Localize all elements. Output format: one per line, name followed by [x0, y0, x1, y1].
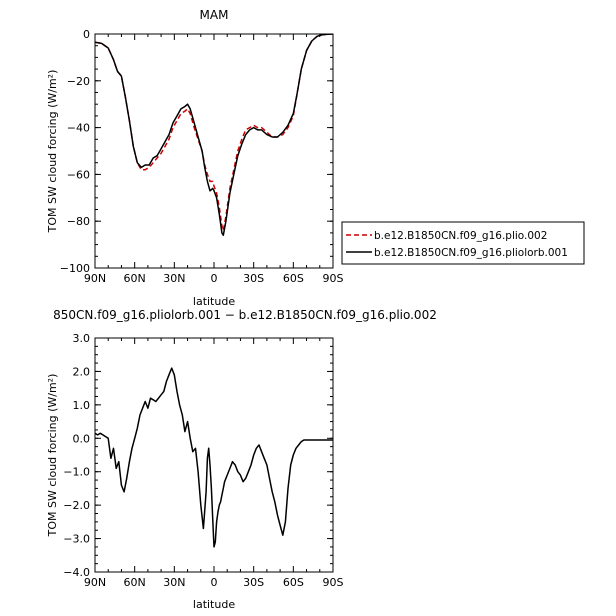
x-tick-label: 30N [163, 272, 185, 285]
y-tick-label: −20 [67, 75, 90, 88]
x-tick-label: 0 [211, 272, 218, 285]
x-axis-title: latitude [193, 598, 235, 611]
x-tick-label: 60N [124, 272, 146, 285]
y-tick-label: 0.0 [73, 432, 91, 445]
x-tick-label: 90S [323, 576, 344, 589]
x-tick-label: 30S [243, 272, 264, 285]
y-tick-label: −4.0 [63, 566, 90, 579]
x-tick-label: 90N [84, 576, 106, 589]
chart-title: MAM [200, 8, 229, 22]
x-tick-label: 90S [323, 272, 344, 285]
bottom-panel-difference: 850CN.f09_g16.pliolorb.001 − b.e12.B1850… [46, 308, 437, 611]
x-tick-label: 60S [283, 576, 304, 589]
legend: b.e12.B1850CN.f09_g16.plio.002 b.e12.B185… [341, 221, 585, 265]
x-tick-label: 60N [124, 576, 146, 589]
y-tick-label: −60 [67, 168, 90, 181]
y-tick-label: −1.0 [63, 466, 90, 479]
y-tick-label: 1.0 [73, 399, 91, 412]
x-tick-label: 0 [211, 576, 218, 589]
y-tick-label: −3.0 [63, 533, 90, 546]
x-tick-label: 30S [243, 576, 264, 589]
x-axis-title: latitude [193, 295, 235, 308]
legend-label-1: b.e12.B1850CN.f09_g16.pliolorb.001 [374, 247, 568, 259]
chart-title: 850CN.f09_g16.pliolorb.001 − b.e12.B1850… [53, 308, 437, 322]
y-tick-label: −80 [67, 215, 90, 228]
x-tick-label: 30N [163, 576, 185, 589]
y-tick-label: −40 [67, 122, 90, 135]
plot-frame [94, 33, 334, 269]
y-axis-title: TOM SW cloud forcing (W/m²) [46, 70, 59, 234]
top-panel-mam: MAM 90N 60N 30N 0 30S 60S 90S 0 −20 −40 −60 −80 −100 l… [46, 8, 585, 308]
y-axis-title: TOM SW cloud forcing (W/m²) [46, 374, 59, 538]
x-tick-label: 90N [84, 272, 106, 285]
y-tick-label: 2.0 [73, 365, 91, 378]
y-tick-label: −100 [60, 262, 90, 275]
y-tick-label: 3.0 [73, 332, 91, 345]
legend-label-0: b.e12.B1850CN.f09_g16.plio.002 [374, 230, 547, 242]
y-tick-label: 0 [83, 28, 90, 41]
x-tick-label: 60S [283, 272, 304, 285]
series-line-0 [95, 367, 333, 548]
y-tick-label: −2.0 [63, 499, 90, 512]
legend-box [341, 221, 585, 265]
series-line-0 [95, 34, 333, 232]
series-line-1 [95, 34, 333, 236]
